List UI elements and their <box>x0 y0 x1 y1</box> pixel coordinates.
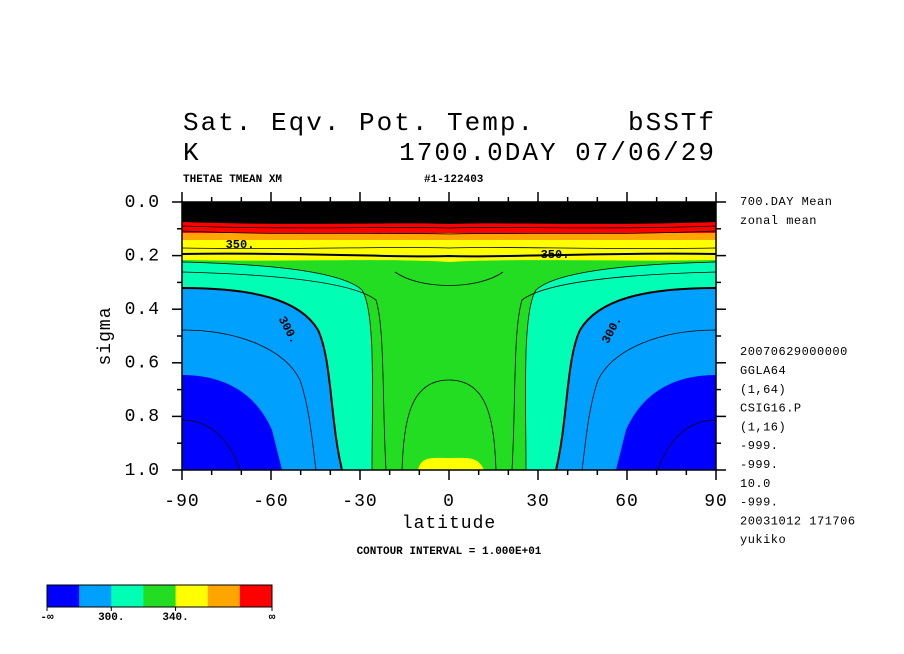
colorbar-swatch <box>47 585 80 607</box>
y-tick-label: 0.0 <box>125 193 160 213</box>
note: (1,64) <box>740 383 786 397</box>
note: -999. <box>740 458 779 472</box>
note: GGLA64 <box>740 364 786 378</box>
chart-title: Sat. Eqv. Pot. Temp. <box>183 108 535 138</box>
note: 20070629000000 <box>740 345 848 359</box>
contour-interval: CONTOUR INTERVAL = 1.000E+01 <box>357 546 542 558</box>
note: yukiko <box>740 533 786 547</box>
y-axis-label: sigma <box>96 306 116 365</box>
y-tick-label: 0.4 <box>125 300 160 320</box>
contour-field <box>181 202 717 471</box>
colorbar-swatch <box>143 585 177 607</box>
y-tick-label: 1.0 <box>125 461 160 481</box>
note: 10.0 <box>740 477 771 491</box>
units: K <box>183 138 201 168</box>
run: #1-122403 <box>424 174 484 186</box>
note: (1,16) <box>740 420 786 434</box>
contour-label: 350. <box>226 238 255 252</box>
note: zonal mean <box>740 214 817 228</box>
y-tick-label: 0.6 <box>125 354 160 374</box>
x-axis-label: latitude <box>402 514 496 534</box>
colorbar-label: ∞ <box>269 612 276 624</box>
subtitle: 1700.0DAY 07/06/29 <box>399 138 716 168</box>
colorbar-swatch <box>175 585 209 607</box>
colorbar-swatch <box>111 585 144 607</box>
colorbar-label: 340. <box>162 612 188 624</box>
note: -999. <box>740 496 779 510</box>
x-tick-label: -90 <box>164 492 199 512</box>
colorbar-label: -∞ <box>40 612 54 624</box>
colorbar-swatch <box>207 585 241 607</box>
x-tick-label: -30 <box>342 492 377 512</box>
contour-label: 350. <box>541 248 570 262</box>
variable: THETAE TMEAN XM <box>183 174 282 186</box>
note: CSIG16.P <box>740 402 802 416</box>
note: 20031012 171706 <box>740 514 856 528</box>
x-tick-label: 60 <box>615 492 639 512</box>
y-tick-label: 0.8 <box>125 407 160 427</box>
colorbar-swatch <box>79 585 112 607</box>
colorbar-label: 300. <box>98 612 124 624</box>
y-tick-label: 0.2 <box>125 246 160 266</box>
chart-title-right: bSSTf <box>628 108 716 138</box>
note: 700.DAY Mean <box>740 195 832 209</box>
x-tick-label: -60 <box>253 492 288 512</box>
note: -999. <box>740 439 779 453</box>
colorbar-frame <box>46 584 273 608</box>
x-tick-label: 90 <box>704 492 728 512</box>
x-tick-label: 0 <box>443 492 455 512</box>
colorbar-swatch <box>239 585 273 607</box>
x-tick-label: 30 <box>526 492 550 512</box>
